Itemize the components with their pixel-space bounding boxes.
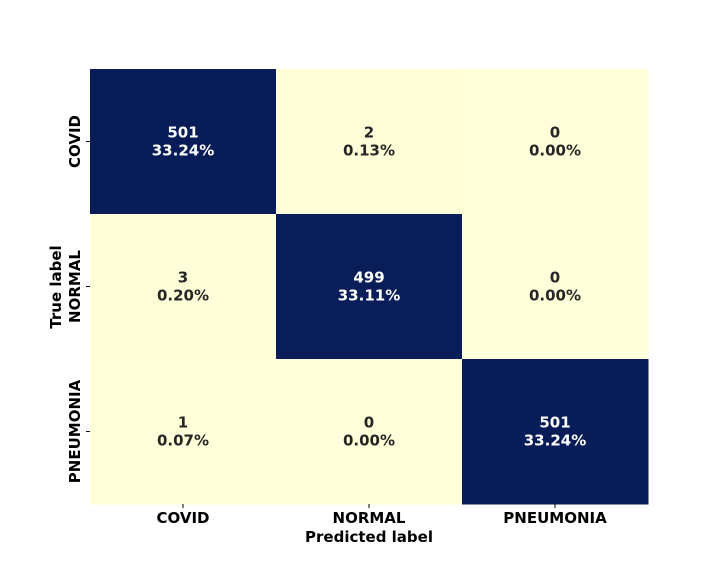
y-tick-label: PNEUMONIA <box>66 379 84 483</box>
cell-percent-label: 33.24% <box>152 142 214 160</box>
cell-count-label: 0 <box>550 269 560 287</box>
x-tick-label: COVID <box>157 509 210 527</box>
cell-count-label: 499 <box>353 269 384 287</box>
cell-percent-label: 0.07% <box>157 432 209 450</box>
y-tick-label: COVID <box>66 115 84 168</box>
cell-percent-label: 33.11% <box>338 287 400 305</box>
heatmap-cell-pneumonia-covid <box>90 359 277 505</box>
cell-count-label: 501 <box>539 414 570 432</box>
y-tick-label: NORMAL <box>66 250 84 323</box>
cell-count-label: 1 <box>178 414 188 432</box>
heatmap-cell-pneumonia-pneumonia <box>462 359 649 505</box>
heatmap-cells <box>90 69 649 505</box>
cell-percent-label: 0.00% <box>529 287 581 305</box>
heatmap-cell-labels: 50133.24%20.13%00.00%30.20%49933.11%00.0… <box>152 124 586 450</box>
x-axis-label: Predicted label <box>305 528 433 546</box>
cell-count-label: 2 <box>364 124 374 142</box>
cell-count-label: 501 <box>167 124 198 142</box>
cell-percent-label: 33.24% <box>524 432 586 450</box>
heatmap-cell-normal-pneumonia <box>462 214 649 360</box>
x-axis-ticks: COVID NORMAL PNEUMONIA <box>157 504 607 527</box>
heatmap-cell-covid-normal <box>276 69 463 215</box>
x-tick-label: PNEUMONIA <box>503 509 607 527</box>
heatmap-cell-covid-covid <box>90 69 277 215</box>
heatmap-cell-normal-covid <box>90 214 277 360</box>
cell-count-label: 3 <box>178 269 188 287</box>
y-axis-label: True label <box>47 245 65 328</box>
y-axis-ticks: COVID NORMAL PNEUMONIA <box>66 115 90 483</box>
heatmap-cell-pneumonia-normal <box>276 359 463 505</box>
x-tick-label: NORMAL <box>333 509 406 527</box>
cell-count-label: 0 <box>550 124 560 142</box>
cell-percent-label: 0.00% <box>529 142 581 160</box>
heatmap-cell-covid-pneumonia <box>462 69 649 215</box>
heatmap-cell-normal-normal <box>276 214 463 360</box>
cell-percent-label: 0.20% <box>157 287 209 305</box>
cell-count-label: 0 <box>364 414 374 432</box>
cell-percent-label: 0.00% <box>343 432 395 450</box>
cell-percent-label: 0.13% <box>343 142 395 160</box>
